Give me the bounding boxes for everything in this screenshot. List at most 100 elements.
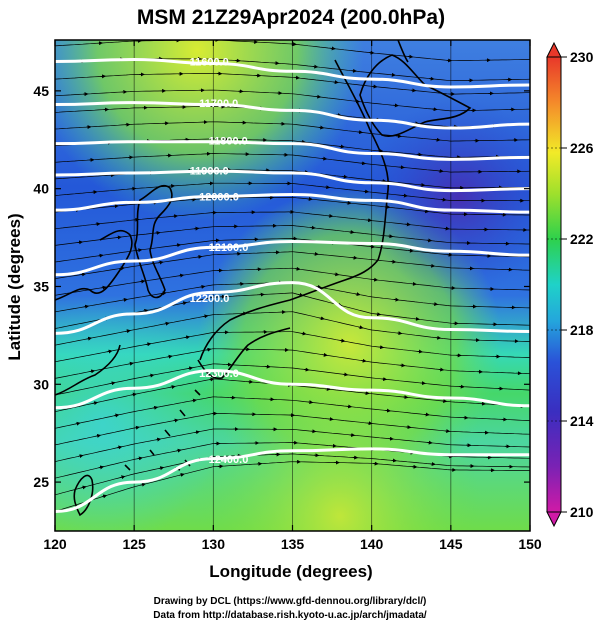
wind-arrow	[312, 64, 319, 69]
colorbar-max-triangle	[546, 41, 562, 58]
y-tick-label: 25	[33, 474, 49, 490]
wind-arrow	[125, 329, 131, 334]
wind-arrow	[208, 377, 215, 382]
wind-arrow	[405, 222, 411, 227]
wind-arrow	[173, 418, 179, 423]
wind-arrow	[158, 466, 165, 471]
wind-arrow	[327, 213, 334, 218]
geopotential-contours: 11600.0 11700.0 11800.0 11900.0 12000.0 12100…	[55, 56, 530, 513]
contour-line	[55, 281, 530, 335]
wind-arrow	[393, 297, 400, 302]
wind-arrow	[328, 417, 334, 422]
wind-arrow	[145, 342, 152, 347]
wind-arrow	[137, 456, 143, 461]
chart-title: MSM 21Z29Apr2024 (200.0hPa)	[137, 6, 445, 29]
wind-arrow	[175, 243, 182, 248]
wind-arrow	[152, 405, 159, 410]
wind-arrow	[438, 367, 445, 372]
wind-arrow	[315, 94, 322, 99]
credit-data: Data from http://database.rish.kyoto-u.a…	[153, 610, 427, 621]
y-tick-label: 30	[33, 376, 49, 392]
contour-line	[55, 58, 530, 89]
wind-arrow	[110, 381, 116, 386]
wind-arrow	[369, 244, 376, 249]
streamline	[55, 331, 530, 363]
streamline	[55, 197, 530, 216]
wind-arrow	[417, 349, 423, 354]
wind-arrow	[101, 285, 107, 290]
wind-arrow	[444, 226, 450, 231]
x-tick-label: 120	[43, 536, 67, 552]
streamline	[55, 121, 530, 142]
wind-arrow	[95, 222, 101, 227]
streamline	[55, 153, 530, 173]
streamline	[55, 251, 530, 280]
x-axis-label: Longitude (degrees)	[209, 562, 372, 581]
wind-arrow	[134, 425, 140, 430]
streamline	[55, 363, 530, 396]
streamline	[55, 311, 530, 346]
streamline	[55, 453, 530, 496]
wind-arrow	[170, 385, 176, 389]
wind-arrow	[372, 277, 379, 282]
wind-arrow	[346, 404, 353, 409]
contour-line	[55, 239, 530, 277]
wind-arrow	[202, 314, 209, 319]
y-tick-label: 45	[33, 83, 49, 99]
wind-arrow	[378, 345, 385, 350]
wind-arrow	[360, 161, 367, 166]
wind-arrow	[364, 391, 370, 396]
wind-arrow	[164, 321, 170, 326]
wind-arrow	[330, 46, 336, 51]
wind-arrow	[408, 248, 414, 253]
x-tick-label: 130	[202, 536, 226, 552]
wind-arrow	[95, 433, 102, 438]
streamline	[55, 461, 530, 512]
wind-arrow	[316, 284, 322, 289]
wind-arrow	[148, 373, 155, 378]
contour-label: 12300.0	[199, 368, 239, 380]
contour-label: 11800.0	[209, 136, 248, 148]
wind-arrow	[375, 312, 382, 317]
wind-arrow	[432, 302, 439, 307]
wind-arrow	[187, 366, 194, 371]
colorbar-tick-label: 214	[570, 413, 594, 429]
wind-arrow	[358, 325, 364, 330]
wind-arrow	[321, 156, 328, 161]
wind-arrow	[128, 361, 134, 366]
wind-arrow	[78, 454, 84, 459]
streamline	[55, 428, 530, 462]
wind-arrow	[339, 144, 345, 149]
y-tick-label: 40	[33, 181, 49, 197]
wind-arrow	[158, 260, 164, 265]
x-tick-label: 125	[122, 536, 146, 552]
colorbar-tick-label: 226	[570, 140, 594, 156]
contour-line	[55, 140, 530, 161]
wind-arrow	[325, 386, 331, 391]
y-axis-label: Latitude (degrees)	[5, 213, 24, 360]
contour-line	[55, 193, 530, 214]
streamline	[55, 396, 530, 429]
wind-arrow	[116, 235, 122, 240]
wind-arrow	[307, 400, 314, 405]
contour-label: 11600.0	[190, 56, 229, 68]
wind-arrow	[319, 316, 325, 321]
wind-arrow	[191, 398, 197, 403]
contour-label: 12400.0	[209, 454, 249, 466]
wind-arrow	[369, 50, 375, 55]
wind-arrow	[81, 485, 87, 490]
contour-label: 12100.0	[209, 242, 249, 254]
wind-arrow	[363, 189, 370, 194]
colorbar: 210 214 218 222 226 230	[546, 41, 594, 528]
wind-arrow	[339, 338, 346, 343]
wind-arrow	[367, 421, 373, 426]
x-axis: 120 125 130 135 140 145 150	[43, 40, 542, 552]
colorbar-tick-label: 218	[570, 322, 594, 338]
wind-arrow	[300, 139, 306, 144]
wind-arrow	[184, 335, 191, 340]
wind-arrow	[387, 234, 394, 239]
wind-arrow	[399, 363, 406, 368]
wind-arrow	[116, 445, 123, 450]
wind-arrow	[119, 475, 126, 480]
